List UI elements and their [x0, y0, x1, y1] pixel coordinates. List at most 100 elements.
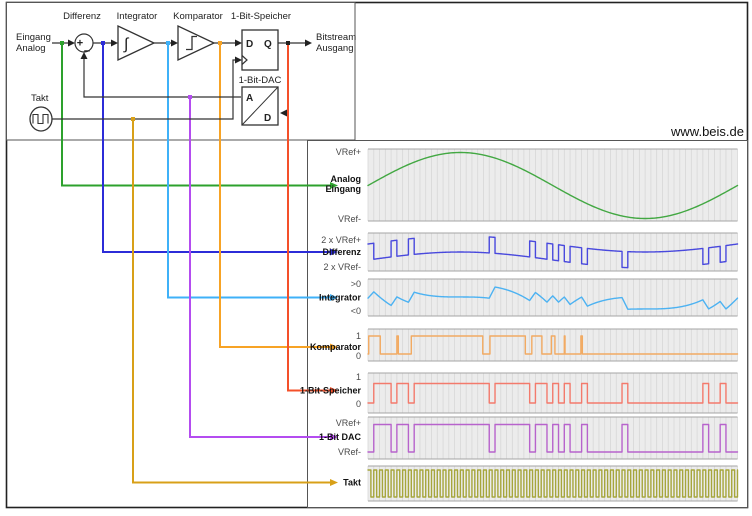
label-bitstream-2: Ausgang: [316, 43, 354, 54]
row4-bottom-label: 0: [356, 351, 361, 361]
summer-plus-sign: +: [77, 38, 83, 50]
arrowhead-into-summer: [68, 39, 75, 47]
watermark: www.beis.de: [670, 124, 744, 139]
label-dac: 1-Bit-DAC: [239, 75, 282, 86]
arrowhead-output: [305, 39, 312, 47]
arrowhead-into-dac: [280, 109, 287, 117]
block-symbols: + − ∫ D Q A D: [29, 24, 290, 132]
grid-edges-analog-eingang: [368, 148, 738, 222]
grid-lines-komparator: [367, 329, 738, 361]
label-komparator: Komparator: [173, 11, 223, 22]
probe-wires: [61, 43, 330, 484]
tap-differenz: [101, 41, 105, 45]
trace-analog: [367, 151, 739, 220]
arrow-komparator: [330, 343, 338, 351]
flipflop-box: [241, 29, 279, 71]
komparator-triangle: [177, 24, 216, 62]
tap-output-node: [286, 41, 290, 45]
waveform-plots: [367, 148, 739, 502]
trace-differenz: [367, 236, 739, 269]
arrowhead-into-komparator: [171, 39, 178, 47]
arrow-takt: [330, 479, 338, 486]
row4-name: Komparator: [310, 342, 362, 352]
arrowhead-into-summer-minus: [80, 52, 88, 59]
wire-analog: [61, 43, 330, 187]
arrow-integrator: [330, 294, 338, 301]
trace-integrator: [367, 286, 739, 310]
ff-pin-q: Q: [264, 39, 272, 50]
summing-junction: [74, 33, 94, 53]
wire-komparator: [219, 43, 330, 348]
trace-speicher: [367, 382, 739, 404]
row3-top-label: >0: [351, 279, 361, 289]
arrow-speicher: [330, 387, 338, 394]
grid-edges-komparator: [368, 328, 738, 362]
integral-icon: ∫: [123, 36, 130, 53]
tap-takt: [131, 117, 135, 121]
label-eingang-1: Eingang: [16, 32, 51, 43]
step-function-icon: [186, 35, 197, 51]
block-diagram-arrowheads: [68, 39, 312, 117]
row3-name: Integrator: [319, 293, 362, 303]
ff-pin-d: D: [246, 39, 253, 50]
arrowhead-into-ff: [235, 39, 242, 47]
row2-top-label: 2 x VRef+: [321, 235, 361, 245]
row1-name-1: Analog: [331, 174, 362, 184]
tap-komparator: [218, 41, 222, 45]
block-diagram-labels: Differenz Integrator Komparator 1-Bit-Sp…: [16, 11, 356, 104]
row5-name: 1-Bit-Speicher: [300, 386, 362, 396]
arrow-analog: [330, 182, 338, 189]
arrowhead-clock-into-ff: [235, 56, 242, 64]
label-integrator: Integrator: [117, 11, 158, 22]
trace-dac: [367, 423, 739, 453]
dac-pin-a: A: [246, 93, 253, 104]
dac-diagonal: [241, 86, 279, 126]
row6-bottom-label: VRef-: [338, 447, 361, 457]
wire-integrator: [167, 43, 330, 299]
trace-komparator: [367, 335, 739, 355]
row4-top-label: 1: [356, 331, 361, 341]
grid-edges-takt: [368, 465, 738, 502]
row5-top-label: 1: [356, 372, 361, 382]
label-bitstream-1: Bitstream: [316, 32, 356, 43]
grid-edges-differenz: [368, 232, 738, 272]
integrator-triangle: [117, 24, 156, 62]
probe-arrowheads: [330, 182, 338, 486]
label-eingang-2: Analog: [16, 43, 46, 54]
arrow-dac: [330, 433, 338, 441]
wire-speicher: [287, 43, 330, 392]
label-differenz: Differenz: [63, 11, 101, 22]
tap-dac: [188, 95, 192, 99]
clock-edge-icon: [241, 55, 248, 65]
dac-pin-d: D: [264, 113, 271, 124]
trace-takt: [367, 469, 739, 498]
row1-name-2: Eingang: [326, 184, 362, 194]
grid-edges-integrator: [368, 278, 738, 317]
row3-bottom-label: <0: [351, 306, 361, 316]
row5-bottom-label: 0: [356, 399, 361, 409]
clock-pulse-icon: [32, 113, 49, 125]
tap-analog: [60, 41, 64, 45]
grid-edges-1-bit-speicher: [368, 372, 738, 414]
row2-name: Differenz: [322, 247, 361, 257]
row1-top-label: VRef+: [336, 147, 361, 157]
row7-name: Takt: [343, 478, 361, 488]
clock-symbol: [29, 106, 53, 132]
row2-bottom-label: 2 x VRef-: [323, 262, 361, 272]
row1-bottom-label: VRef-: [338, 214, 361, 224]
block-diagram-box: [6, 2, 356, 141]
tap-integrator: [166, 41, 170, 45]
waveform-row-labels: VRef+ Analog Eingang VRef- 2 x VRef+ Dif…: [300, 147, 362, 488]
arrow-differenz: [330, 248, 338, 256]
label-takt: Takt: [31, 93, 49, 104]
label-speicher: 1-Bit-Speicher: [231, 11, 291, 22]
summer-minus-sign: −: [84, 46, 90, 58]
wire-takt: [132, 119, 330, 484]
grid-edges-1-bit-dac: [368, 416, 738, 460]
row6-top-label: VRef+: [336, 418, 361, 428]
wire-differenz: [102, 43, 330, 253]
row6-name: 1-Bit DAC: [319, 432, 361, 442]
wire-dac: [189, 97, 330, 438]
